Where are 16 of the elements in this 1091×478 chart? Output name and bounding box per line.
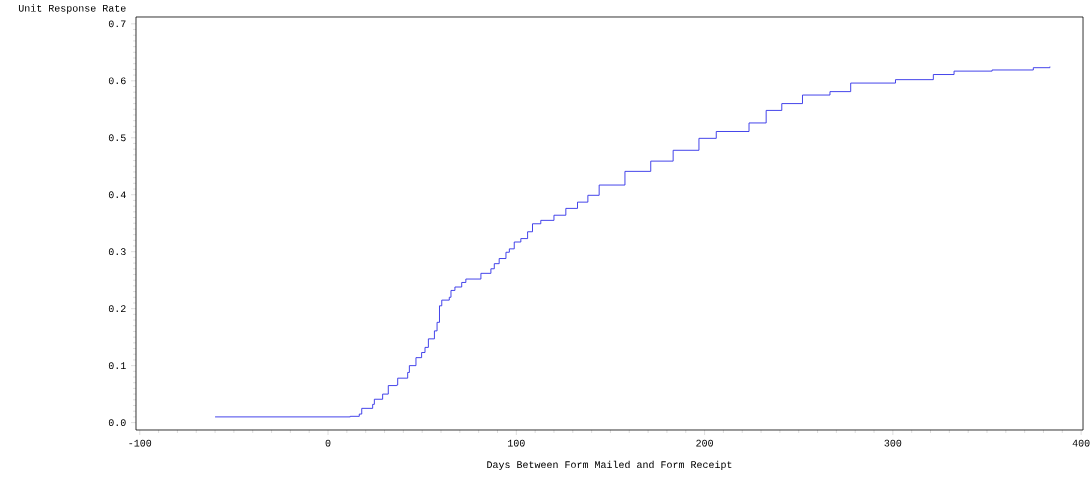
y-tick-label: 0.1 [108,362,126,370]
x-axis-title: Days Between Form Mailed and Form Receipt [487,460,732,471]
x-tick-label: 300 [884,439,902,447]
x-tick-label: 0 [325,439,331,447]
x-tick-label: -100 [129,439,152,447]
y-tick-label: 0.2 [108,305,126,313]
y-tick-label: 0.7 [108,20,126,28]
y-tick-label: 0.5 [108,134,126,142]
y-tick-label: 0.0 [108,419,126,426]
x-tick-label: 200 [696,439,713,447]
x-tick-label: 400 [1072,439,1090,447]
y-tick-label: 0.4 [108,191,126,199]
y-tick-label: 0.6 [108,77,126,85]
y-axis-title: Unit Response Rate [18,4,126,14]
x-tick-label: 100 [508,439,525,447]
y-tick-label: 0.3 [108,248,126,256]
